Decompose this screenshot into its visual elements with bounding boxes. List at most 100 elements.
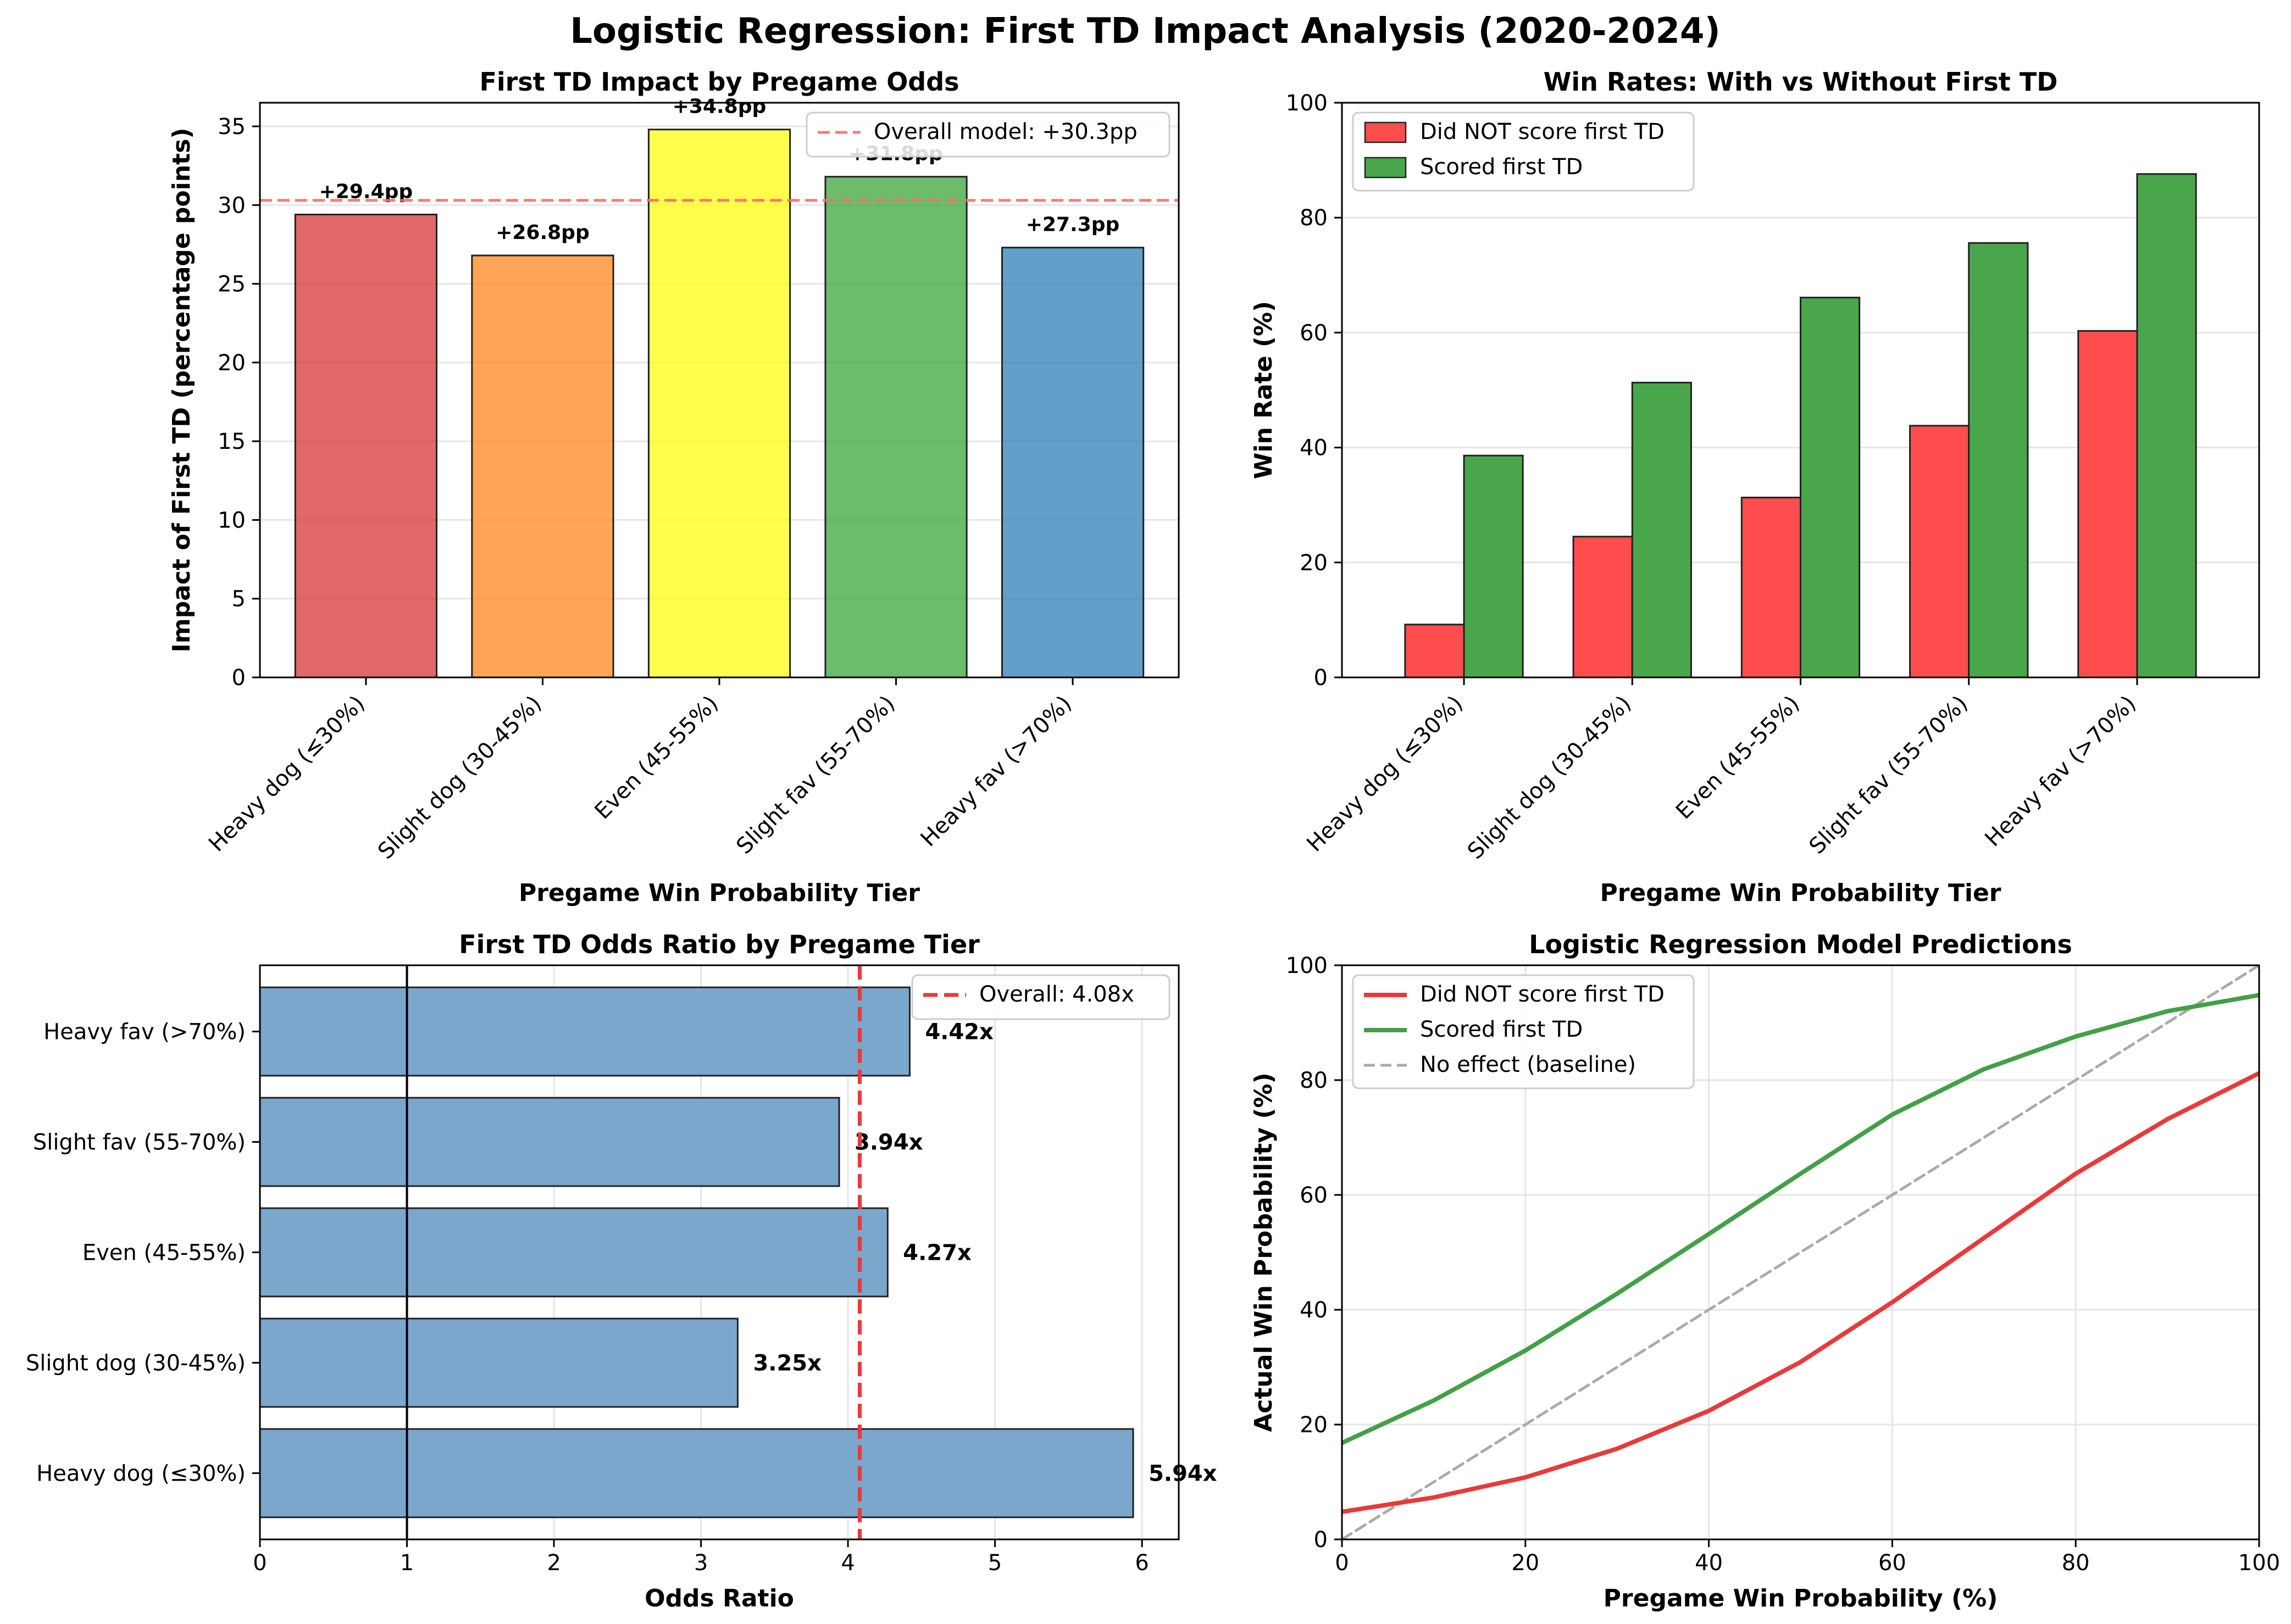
series-line <box>1342 1071 2259 1514</box>
bar <box>294 213 438 678</box>
bar <box>1909 425 1970 678</box>
series-line <box>1342 965 2259 1539</box>
y-tick-label: 25 <box>218 272 246 297</box>
legend-swatch <box>1364 121 1407 143</box>
plot-frame <box>1341 964 2260 1540</box>
x-tick-label: 40 <box>1695 1550 1723 1576</box>
bar <box>259 1428 1134 1519</box>
bar-value-label: +26.8pp <box>496 221 590 244</box>
x-tick-label: 6 <box>1135 1550 1149 1576</box>
bar <box>259 986 911 1077</box>
series-line <box>1342 993 2259 1445</box>
legend-label: Overall: 4.08x <box>979 982 1134 1007</box>
legend-label: Scored first TD <box>1420 154 1583 180</box>
x-axis-label: Pregame Win Probability (%) <box>1604 1584 1998 1612</box>
x-axis-label: Pregame Win Probability Tier <box>1600 879 2001 907</box>
y-tick-label: 15 <box>218 429 246 454</box>
bar <box>259 1317 739 1408</box>
y-tick-label: Heavy dog (≤30%) <box>36 1461 246 1486</box>
y-tick-label: 5 <box>232 587 246 612</box>
bar <box>1404 624 1465 678</box>
bar <box>259 1097 840 1187</box>
bar-value-label: 3.25x <box>753 1350 822 1376</box>
y-tick-label: 40 <box>1300 1298 1328 1323</box>
bar <box>647 129 791 678</box>
y-tick-label: 30 <box>218 193 246 218</box>
x-axis-label: Pregame Win Probability Tier <box>519 879 920 907</box>
bar-value-label: 3.94x <box>855 1130 923 1155</box>
y-tick-label: 100 <box>1286 91 1328 116</box>
y-tick-label: Slight dog (30-45%) <box>26 1350 246 1376</box>
y-tick-label: 10 <box>218 508 246 533</box>
legend-item: Overall model: +30.3pp <box>818 119 1138 144</box>
y-tick-label: 0 <box>232 665 246 691</box>
y-tick-label: Slight fav (55-70%) <box>33 1130 246 1155</box>
bar <box>1463 454 1524 678</box>
bar <box>1968 242 2029 678</box>
x-tick-label: 4 <box>841 1550 855 1576</box>
legend-box <box>1352 974 1695 1089</box>
bar <box>1001 247 1145 678</box>
x-tick-label: 5 <box>988 1550 1002 1576</box>
legend-item: Overall: 4.08x <box>923 982 1134 1007</box>
legend-label: Overall model: +30.3pp <box>874 119 1138 144</box>
chart-title: Win Rates: With vs Without First TD <box>1544 67 2058 97</box>
y-tick-label: 60 <box>1300 1183 1328 1208</box>
legend-box <box>1352 112 1695 192</box>
bar <box>1572 536 1633 678</box>
x-tick-label: 2 <box>547 1550 561 1576</box>
bar-value-label: +34.8pp <box>673 96 767 118</box>
bar-value-label: 5.94x <box>1149 1461 1217 1486</box>
x-tick-label: 100 <box>2238 1550 2280 1576</box>
chart-title: First TD Impact by Pregame Odds <box>479 67 959 97</box>
legend-item: Scored first TD <box>1364 1017 1583 1042</box>
chart-odds-ratio: 0 1 2 3 4 5 6 5.94x Heavy dog (≤30%) 3.25x Slight … <box>26 930 1217 1612</box>
legend-item: Did NOT score first TD <box>1364 119 1665 144</box>
bar-value-label: +27.3pp <box>1026 214 1120 236</box>
legend-item: Scored first TD <box>1364 154 1583 180</box>
x-tick-label: 80 <box>2062 1550 2090 1576</box>
legend-label: Scored first TD <box>1420 1017 1583 1042</box>
x-tick-label: 1 <box>400 1550 414 1576</box>
y-tick-label: 35 <box>218 114 246 140</box>
legend-item: No effect (baseline) <box>1364 1052 1636 1077</box>
legend-box <box>911 974 1171 1020</box>
bar <box>1800 297 1861 678</box>
x-tick-label: 60 <box>1878 1550 1906 1576</box>
y-axis-label: Win Rate (%) <box>1250 301 1278 479</box>
bar <box>1631 381 1692 678</box>
bar <box>2136 173 2197 678</box>
legend-item: Did NOT score first TD <box>1364 982 1665 1007</box>
y-tick-label: 0 <box>1314 1527 1328 1553</box>
legend-label: No effect (baseline) <box>1420 1052 1636 1077</box>
x-tick-label: 3 <box>694 1550 708 1576</box>
plot-frame <box>259 964 1180 1540</box>
bar <box>2077 330 2138 678</box>
chart-title: First TD Odds Ratio by Pregame Tier <box>459 930 980 959</box>
y-tick-label: 20 <box>218 351 246 376</box>
chart-model-predictions: 0 20 40 60 80 100 0 20 40 60 80 100 Logistic Regress… <box>1250 930 2280 1612</box>
bar <box>471 254 614 678</box>
legend-label: Did NOT score first TD <box>1420 119 1665 144</box>
y-tick-label: 80 <box>1300 205 1328 231</box>
x-tick-label: 0 <box>1335 1550 1349 1576</box>
y-tick-label: 100 <box>1286 953 1328 978</box>
y-tick-label: 60 <box>1300 320 1328 346</box>
y-axis-label: Impact of First TD (percentage points) <box>168 127 196 652</box>
y-tick-label: Heavy fav (>70%) <box>43 1020 246 1045</box>
y-tick-label: 20 <box>1300 1412 1328 1438</box>
y-tick-label: Even (45-55%) <box>82 1241 246 1266</box>
bar <box>824 176 968 678</box>
legend-box <box>806 112 1171 158</box>
x-axis-label: Odds Ratio <box>645 1584 794 1612</box>
y-axis-label: Actual Win Probability (%) <box>1250 1072 1278 1432</box>
legend-swatch <box>1364 157 1407 179</box>
figure-title: Logistic Regression: First TD Impact Ana… <box>570 11 1721 52</box>
bar <box>1740 497 1801 678</box>
y-tick-label: 40 <box>1300 436 1328 461</box>
x-tick-label: 0 <box>253 1550 267 1576</box>
y-tick-label: 20 <box>1300 550 1328 576</box>
bar <box>259 1207 889 1298</box>
bar-value-label: 4.27x <box>903 1241 972 1266</box>
